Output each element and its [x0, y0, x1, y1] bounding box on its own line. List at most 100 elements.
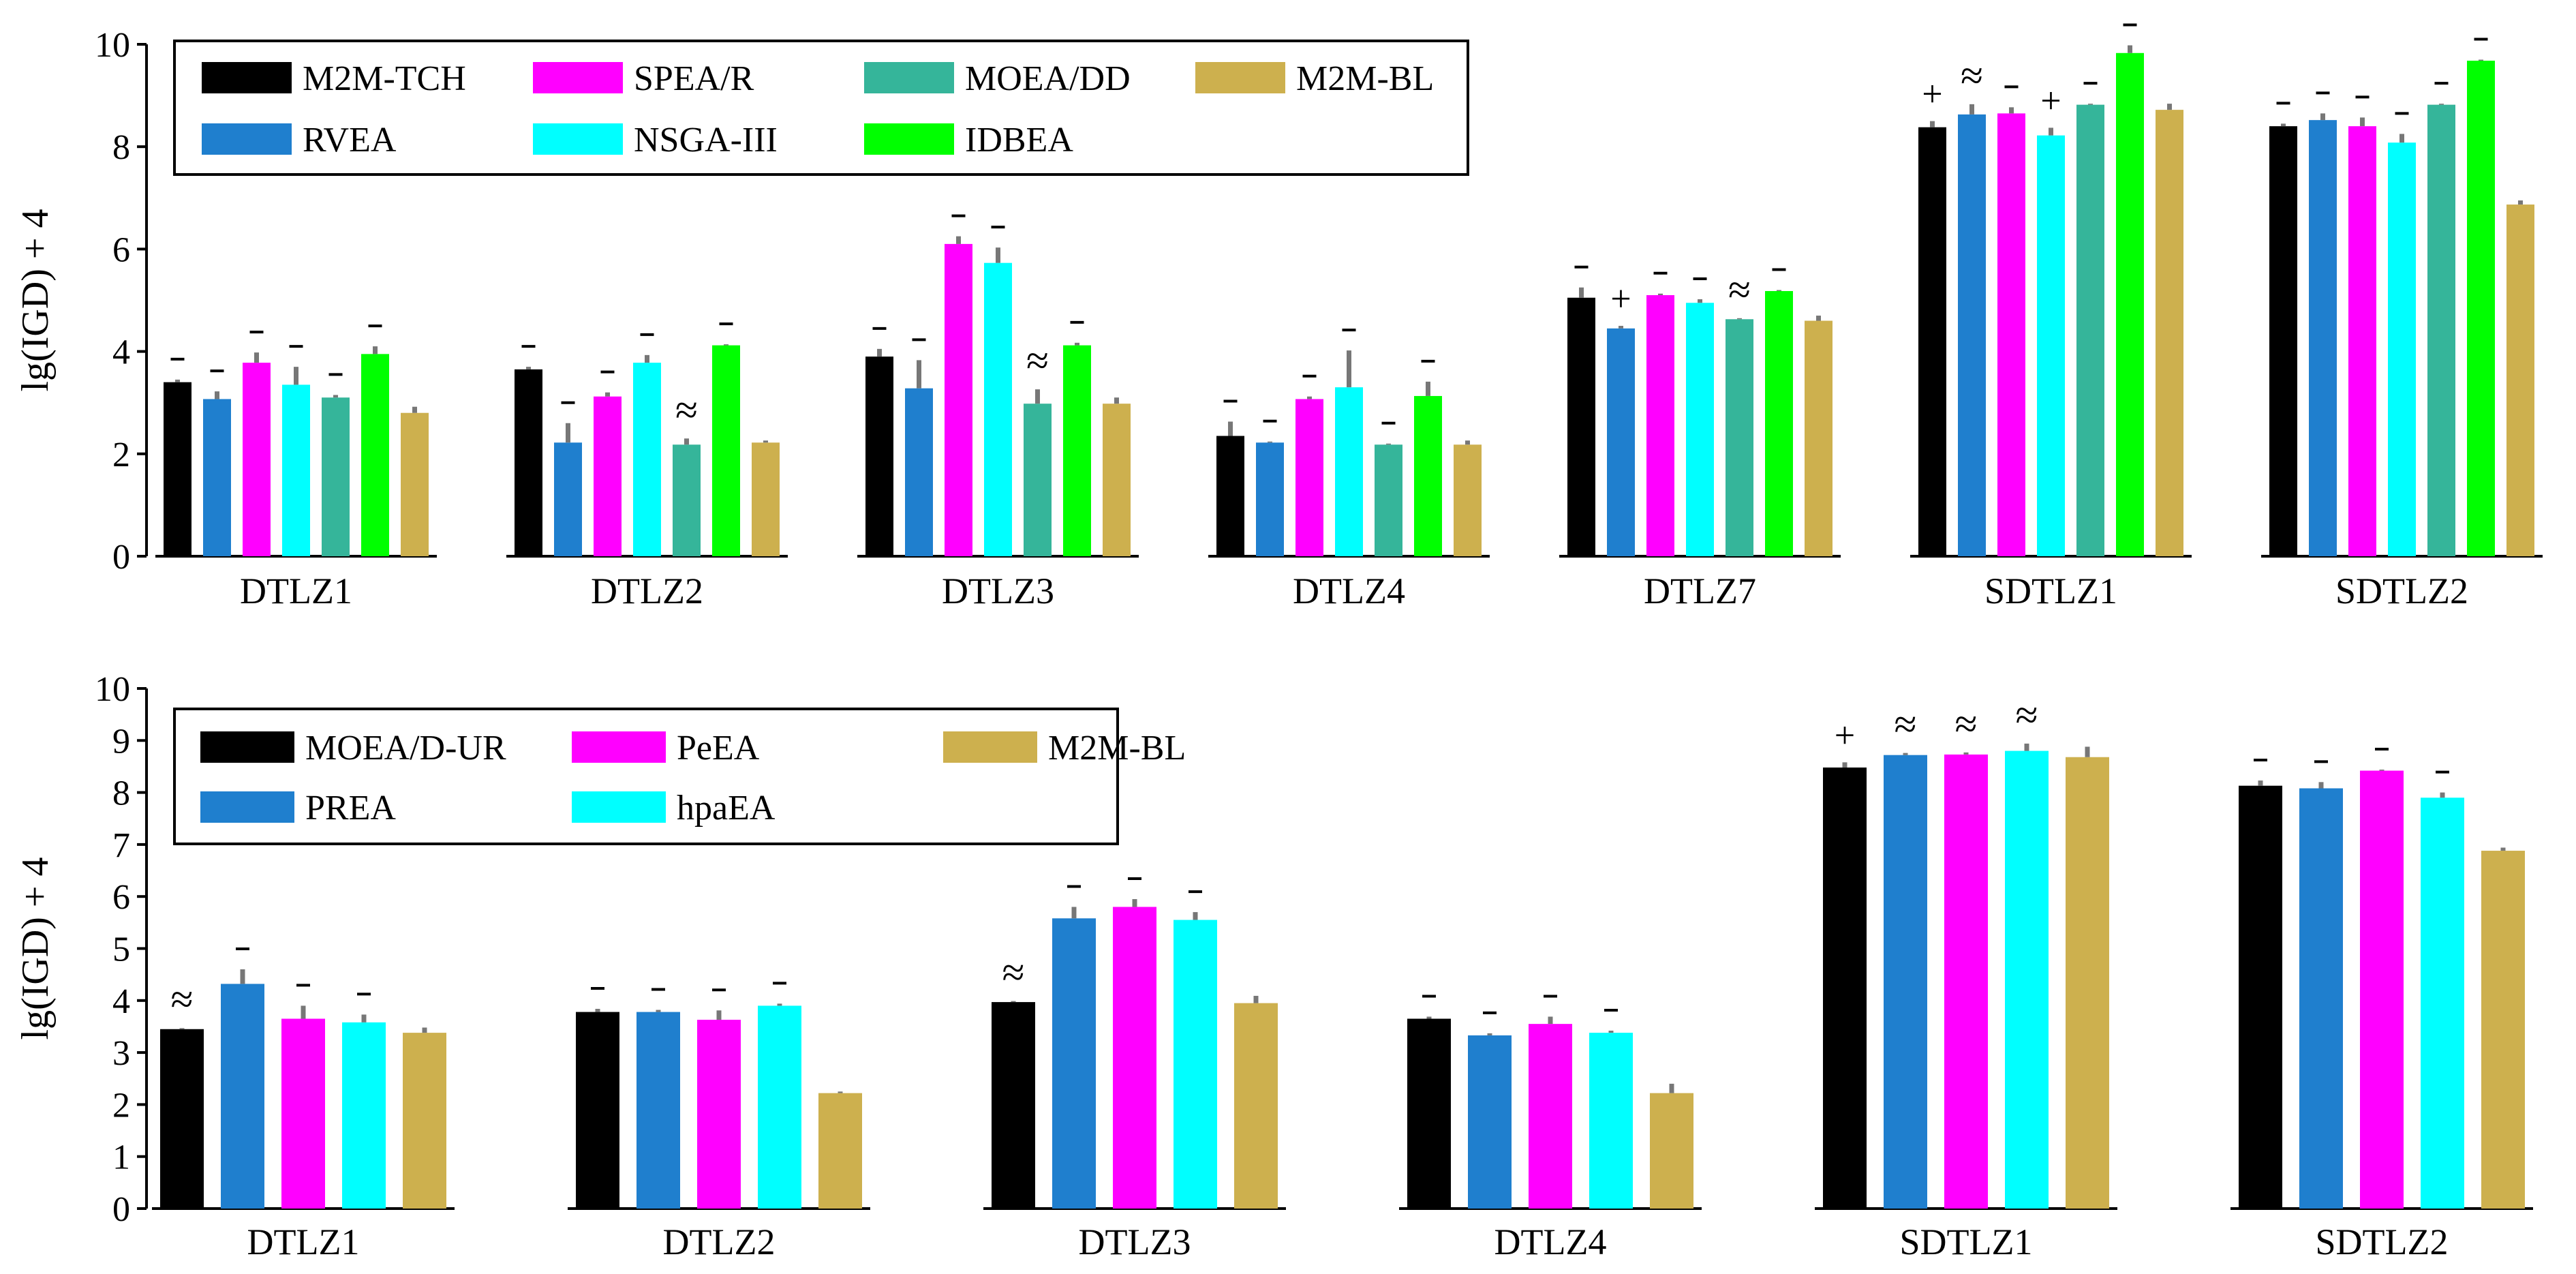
bar-group-dtlz4: DTLZ4 — [1399, 995, 1702, 1262]
bar — [2360, 770, 2404, 1209]
bar-group-sdtlz2: SDTLZ2 — [2261, 37, 2543, 611]
bar-group-dtlz2: ≈ DTLZ2 — [506, 322, 788, 611]
bar — [2269, 126, 2297, 556]
bar — [1256, 442, 1284, 556]
significance-mark: ≈ — [2016, 693, 2038, 738]
y-tick-label: 2 — [112, 436, 130, 474]
bar — [1414, 395, 1442, 556]
bar — [2348, 126, 2376, 556]
bar — [2116, 52, 2144, 557]
bar — [221, 984, 264, 1209]
significance-mark: ≈ — [171, 977, 194, 1022]
x-tick-label: DTLZ1 — [240, 571, 352, 611]
bar — [818, 1093, 862, 1209]
y-tick-label: 6 — [112, 878, 130, 917]
x-tick-label: DTLZ4 — [1293, 571, 1405, 611]
bar — [984, 262, 1012, 556]
y-tick-label: 6 — [112, 230, 130, 269]
legend: M2M-TCH SPEA/R MOEA/DD M2M-BL RVEA NSGA-III ID… — [173, 40, 1469, 176]
bar — [342, 1022, 386, 1209]
y-tick-label: 2 — [112, 1086, 130, 1125]
y-tick-label: 8 — [112, 774, 130, 813]
bar — [1529, 1024, 1572, 1209]
y-tick-label: 4 — [112, 982, 130, 1021]
bar — [515, 369, 542, 556]
bar — [1884, 755, 1927, 1209]
significance-mark: ≈ — [1955, 701, 1978, 746]
bar — [2005, 750, 2049, 1209]
bar-group-dtlz4: DTLZ4 — [1208, 329, 1490, 611]
significance-mark: ≈ — [1026, 338, 1049, 383]
bar — [1234, 1003, 1278, 1209]
bar — [633, 363, 661, 556]
significance-mark: ≈ — [1728, 267, 1751, 312]
x-tick-label: DTLZ1 — [247, 1222, 360, 1262]
bar — [1063, 345, 1091, 556]
y-tick-label: 1 — [112, 1138, 130, 1177]
bar-group-dtlz2: DTLZ2 — [568, 982, 870, 1262]
chart-panel-2: 0 1 2 3 4 5 6 7 8 9 10 lg(IGD) + 4 ≈ DTLZ1 DTLZ2 ≈ DTLZ3… — [14, 670, 2533, 1262]
significance-mark: ≈ — [1961, 53, 1983, 98]
bar — [1646, 294, 1674, 556]
bar-group-dtlz3: ≈ DTLZ3 — [857, 214, 1139, 611]
y-axis-label: lg(IGD) + 4 — [14, 209, 57, 392]
y-tick-label: 9 — [112, 722, 130, 761]
legend-label: M2M-TCH — [303, 59, 466, 98]
bar — [2299, 788, 2343, 1209]
significance-mark: ≈ — [675, 387, 698, 432]
bar — [697, 1020, 741, 1209]
bar — [281, 1018, 325, 1209]
bar — [1113, 907, 1156, 1209]
legend-label: M2M-BL — [1048, 729, 1186, 768]
x-tick-label: DTLZ2 — [591, 571, 703, 611]
bar — [992, 1002, 1035, 1209]
bar — [2506, 204, 2534, 556]
significance-mark: + — [1835, 714, 1855, 755]
bar-group-dtlz1: DTLZ1 — [155, 324, 437, 611]
legend-label: SPEA/R — [634, 59, 754, 98]
x-tick-label: SDTLZ2 — [2335, 571, 2468, 611]
bar — [945, 243, 972, 556]
legend-label: MOEA/DD — [965, 59, 1131, 98]
bar — [243, 363, 271, 556]
y-tick-label: 3 — [112, 1034, 130, 1073]
bar — [2467, 61, 2495, 557]
legend-swatch — [533, 62, 623, 93]
y-tick-label: 10 — [95, 670, 130, 709]
legend-swatch — [864, 123, 954, 155]
legend-label: hpaEA — [677, 789, 776, 828]
bar — [361, 354, 389, 556]
bar — [1726, 319, 1753, 556]
bar — [594, 396, 622, 556]
bar — [2388, 142, 2416, 556]
significance-mark: ≈ — [1002, 950, 1025, 995]
bar — [758, 1005, 801, 1209]
bar — [160, 1029, 204, 1209]
chart-panel-1: 0 2 4 6 8 10 lg(IGD) + 4 DTLZ1 ≈ DTLZ2 ≈ DTLZ3 DTLZ4… — [14, 23, 2543, 611]
bar — [1216, 436, 1244, 556]
bar — [2037, 135, 2065, 557]
x-tick-label: SDTLZ1 — [1900, 1222, 2033, 1262]
bar — [637, 1012, 680, 1209]
bar — [1567, 297, 1595, 556]
bar — [2066, 757, 2109, 1209]
bar — [2427, 104, 2455, 557]
bar — [164, 382, 191, 556]
bar — [1052, 918, 1096, 1209]
bar — [1650, 1093, 1693, 1209]
bar — [1295, 399, 1323, 556]
bar — [752, 442, 780, 556]
legend-label: IDBEA — [965, 121, 1073, 160]
bar — [2239, 785, 2282, 1209]
bar — [1944, 754, 1988, 1209]
legend-label: MOEA/D-UR — [305, 729, 506, 768]
x-tick-label: SDTLZ1 — [1984, 571, 2117, 611]
bar — [576, 1012, 619, 1209]
legend-label: M2M-BL — [1296, 59, 1434, 98]
y-tick-label: 5 — [112, 930, 130, 969]
legend-swatch — [1195, 62, 1285, 93]
bar — [1997, 113, 2025, 556]
bar-group-sdtlz1: + ≈ ≈ ≈ SDTLZ1 — [1815, 693, 2117, 1262]
bar — [1174, 920, 1217, 1209]
